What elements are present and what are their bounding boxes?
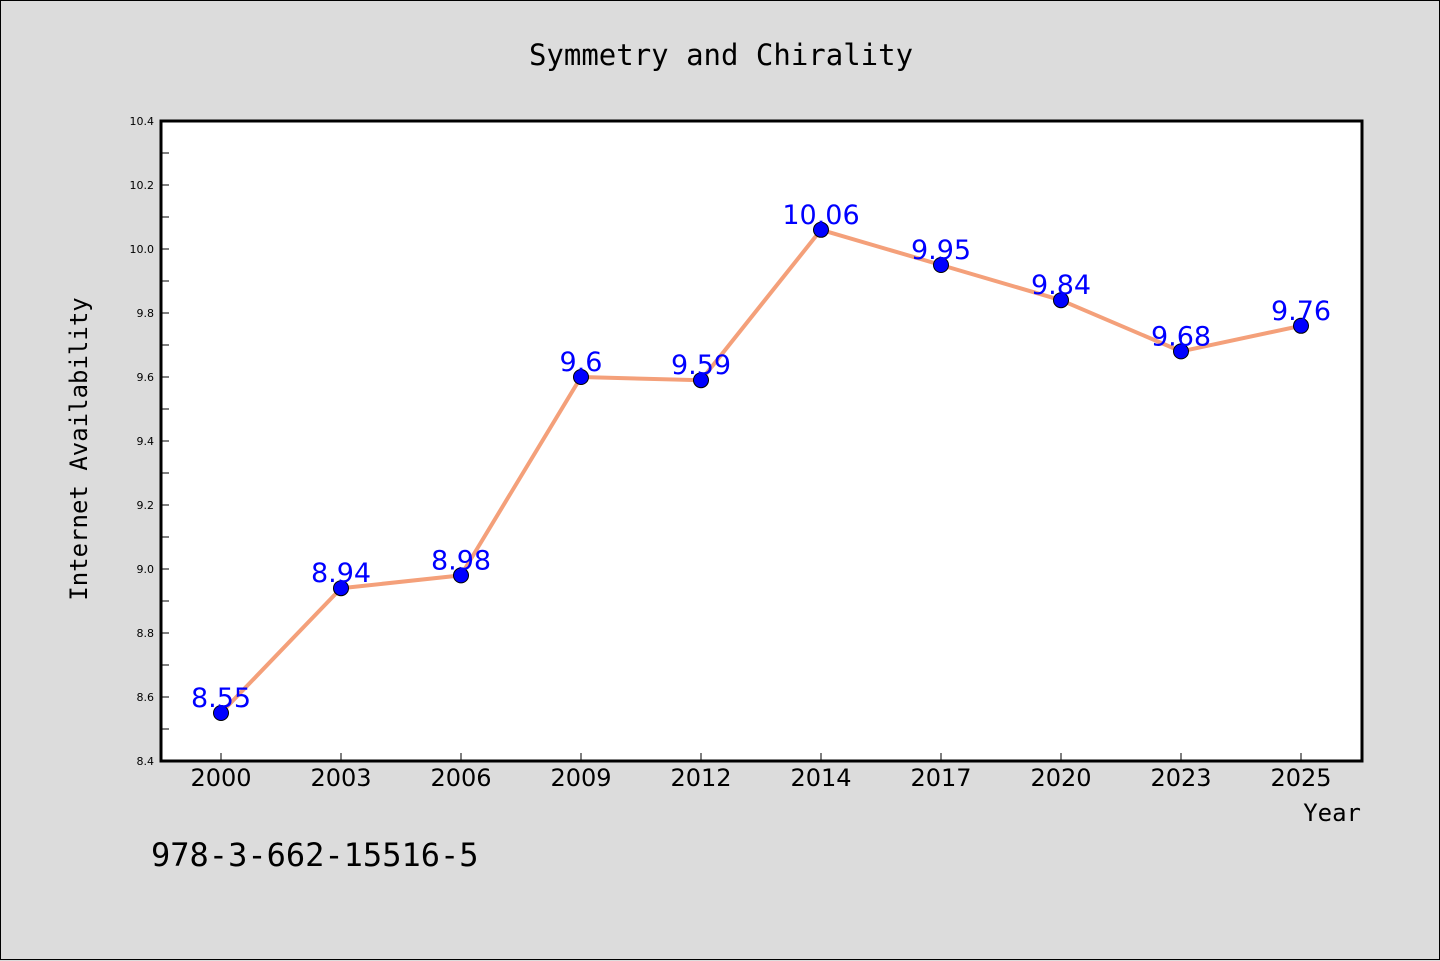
x-tick-label: 2006 xyxy=(430,764,491,792)
data-point-marker xyxy=(1293,317,1309,334)
data-value-label: 8.94 xyxy=(311,558,371,589)
x-tick-label: 2003 xyxy=(310,764,371,792)
data-point-marker xyxy=(213,705,229,721)
y-tick-label: 10.2 xyxy=(130,179,155,192)
x-tick-label: 2014 xyxy=(790,764,851,792)
y-tick-label: 8.8 xyxy=(137,627,155,640)
data-labels-group: 8.55 8.94 8.98 9.6 9.59 10.06 9.95 9.84 9.68 9.76 xyxy=(191,200,1331,714)
data-point-marker xyxy=(333,580,349,597)
y-tick-label: 10.0 xyxy=(130,243,155,256)
data-value-label: 10.06 xyxy=(782,200,859,231)
data-value-label: 9.84 xyxy=(1031,270,1091,301)
y-tick-label: 9.8 xyxy=(137,307,155,320)
data-point-marker xyxy=(693,372,709,389)
data-point-marker xyxy=(1053,292,1069,309)
chart-title: Symmetry and Chirality xyxy=(529,38,913,72)
isbn-footnote: 978-3-662-15516-5 xyxy=(151,836,479,874)
x-tick-label: 2025 xyxy=(1270,764,1331,792)
x-tick-label: 2012 xyxy=(670,764,731,792)
data-value-label: 8.55 xyxy=(191,683,251,714)
data-point-marker xyxy=(453,567,469,584)
series-line xyxy=(219,227,1302,715)
y-tick-label: 8.4 xyxy=(137,755,155,768)
x-axis-label: Year xyxy=(1303,799,1361,827)
y-axis-label: Internet Availability xyxy=(65,297,93,600)
y-axis: 8.4 8.6 8.8 9.0 9.2 9.4 9.6 9.8 10.0 10.2 10.4 xyxy=(130,115,169,768)
plot-area xyxy=(159,119,1364,763)
y-tick-label: 9.4 xyxy=(137,435,155,448)
x-tick-label: 2023 xyxy=(1150,764,1211,792)
y-tick-label: 9.0 xyxy=(137,563,155,576)
data-value-label: 9.68 xyxy=(1151,321,1211,352)
data-value-label: 9.6 xyxy=(560,347,603,378)
x-tick-label: 2000 xyxy=(190,764,251,792)
data-point-marker xyxy=(1173,343,1189,360)
data-value-label: 9.76 xyxy=(1271,296,1331,327)
y-tick-label: 9.2 xyxy=(137,499,155,512)
data-point-marker xyxy=(813,221,829,238)
x-axis: 2000 2003 2006 2009 2012 2014 2017 2020 2023 2025 xyxy=(190,753,1332,792)
x-tick-label: 2009 xyxy=(550,764,611,792)
series-line-group xyxy=(213,221,1309,721)
x-tick-label: 2020 xyxy=(1030,764,1091,792)
data-value-label: 9.95 xyxy=(911,235,971,266)
data-value-label: 8.98 xyxy=(431,545,491,576)
x-tick-label: 2017 xyxy=(910,764,971,792)
y-tick-label: 10.4 xyxy=(130,115,155,128)
y-tick-label: 9.6 xyxy=(137,371,155,384)
y-tick-label: 8.6 xyxy=(137,691,155,704)
data-value-label: 9.59 xyxy=(671,350,731,381)
data-point-marker xyxy=(573,369,589,385)
data-point-marker xyxy=(933,257,949,273)
